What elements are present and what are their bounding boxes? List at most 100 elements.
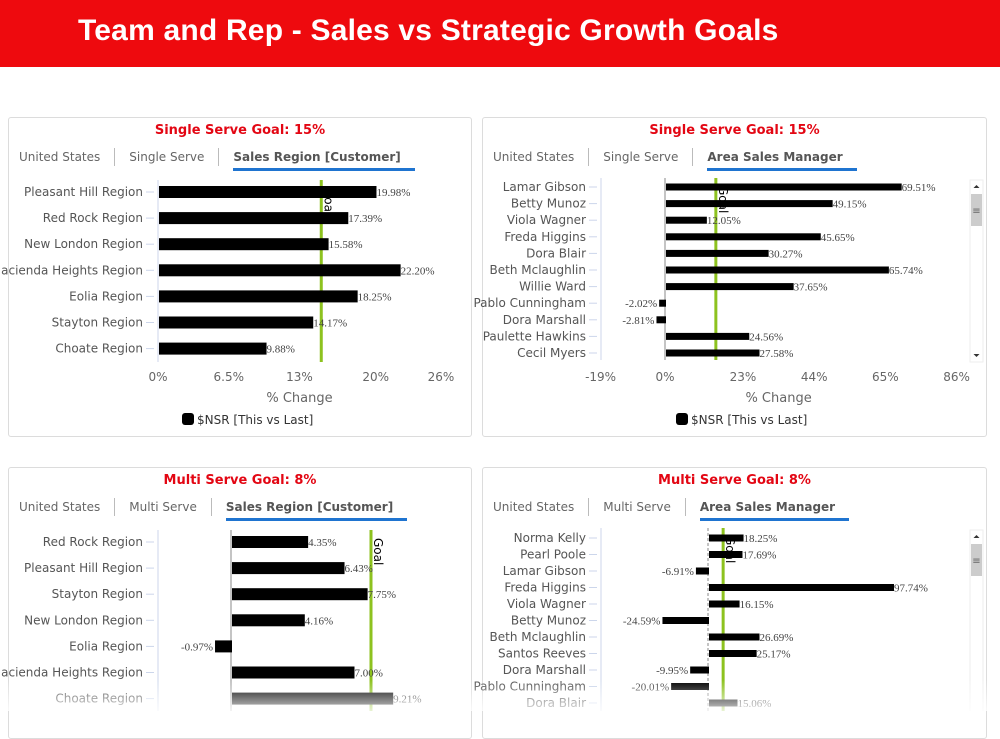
goal-label: Goal	[371, 538, 385, 565]
data-label: 24.56%	[749, 331, 783, 343]
bar	[232, 562, 345, 575]
x-tick-label: 44%	[801, 370, 828, 384]
bar	[709, 650, 757, 657]
category-label: Lamar Gibson	[503, 180, 586, 194]
x-tick-label: 65%	[872, 370, 899, 384]
scroll-grip-icon: ≡	[972, 556, 980, 567]
data-label: 19.98%	[376, 187, 410, 199]
category-label: Norma Kelly	[514, 531, 586, 545]
data-label: 65.74%	[889, 265, 923, 277]
bar	[159, 212, 349, 225]
scrollbar-thumb[interactable]	[971, 194, 982, 226]
category-label: Choate Region	[55, 692, 143, 706]
category-label: Choate Region	[55, 342, 143, 356]
data-label: 12.05%	[707, 215, 741, 227]
tab-multi-serve[interactable]: Multi Serve	[115, 498, 212, 516]
x-tick-label: 86%	[943, 370, 970, 384]
category-label: Eolia Region	[69, 289, 143, 303]
breadcrumb: United States Multi Serve Area Sales Man…	[493, 496, 850, 521]
tab-area-sales-manager[interactable]: Area Sales Manager	[693, 148, 857, 171]
bar	[232, 614, 305, 627]
x-tick-label: 26%	[428, 370, 455, 384]
category-label: Freda Higgins	[504, 230, 586, 244]
scroll-up-icon[interactable]	[973, 535, 980, 538]
bar	[659, 299, 666, 307]
bar	[159, 316, 314, 329]
panel-single-serve-region: Single Serve Goal: 15% United States Sin…	[8, 117, 472, 437]
category-label: Cecil Myers	[517, 346, 586, 360]
bar	[232, 692, 394, 705]
tab-united-states[interactable]: United States	[19, 498, 116, 516]
bar	[232, 588, 368, 601]
breadcrumb: United States Single Serve Sales Region …	[19, 146, 416, 171]
data-label: 27.58%	[760, 348, 794, 360]
bar	[656, 316, 666, 324]
tab-area-sales-manager[interactable]: Area Sales Manager	[686, 498, 850, 521]
tab-single-serve[interactable]: Single Serve	[115, 148, 220, 166]
data-label: -2.02%	[625, 298, 657, 310]
tab-multi-serve[interactable]: Multi Serve	[589, 498, 686, 516]
data-label: 15.06%	[738, 698, 772, 710]
tab-united-states[interactable]: United States	[493, 498, 590, 516]
category-label: Dora Marshall	[503, 663, 586, 677]
bar	[232, 536, 309, 548]
tab-single-serve[interactable]: Single Serve	[589, 148, 694, 166]
scrollbar-thumb[interactable]	[971, 544, 982, 576]
tab-sales-region[interactable]: Sales Region [Customer]	[212, 498, 408, 521]
tab-united-states[interactable]: United States	[493, 148, 590, 166]
tab-united-states[interactable]: United States	[19, 148, 116, 166]
panel-title: Single Serve Goal: 15%	[154, 123, 326, 138]
bar	[666, 332, 750, 340]
data-label: -20.01%	[632, 682, 670, 694]
category-label: Pearl Poole	[520, 548, 586, 562]
x-tick-label: 6.5%	[214, 370, 245, 384]
category-label: Pablo Cunningham	[473, 296, 586, 310]
page-header: Team and Rep - Sales vs Strategic Growth…	[0, 0, 1000, 67]
data-label: 18.25%	[744, 533, 778, 545]
data-label: 45.65%	[821, 232, 855, 244]
category-label: Dora Blair	[526, 696, 586, 710]
category-label: New London Region	[24, 237, 143, 251]
category-label: Pleasant Hill Region	[24, 185, 143, 199]
bar	[709, 551, 743, 558]
category-label: Betty Munoz	[511, 197, 586, 211]
data-label: -2.81%	[622, 315, 654, 327]
bar	[215, 640, 232, 653]
data-label: 37.65%	[794, 282, 828, 294]
x-tick-label: 13%	[286, 370, 313, 384]
bar	[666, 349, 760, 357]
legend-swatch	[182, 413, 194, 425]
bar	[159, 342, 267, 355]
data-label: 15.58%	[329, 239, 363, 251]
category-label: Dora Blair	[526, 246, 586, 260]
data-label: 9.21%	[393, 694, 421, 706]
bar	[159, 264, 401, 277]
data-label: 6.43%	[345, 563, 373, 575]
bar	[666, 249, 769, 257]
scroll-down-icon[interactable]	[973, 354, 980, 357]
scroll-up-icon[interactable]	[973, 185, 980, 188]
data-label: 14.17%	[313, 318, 347, 330]
bar	[690, 666, 709, 674]
x-tick-label: 0%	[655, 370, 674, 384]
legend-swatch	[676, 413, 688, 425]
data-label: 30.27%	[769, 248, 803, 260]
bar	[709, 534, 744, 542]
category-label: Stayton Region	[52, 316, 143, 330]
breadcrumb: United States Multi Serve Sales Region […	[19, 496, 408, 521]
bar	[671, 683, 709, 690]
x-axis-title: % Change	[266, 391, 332, 406]
bar	[666, 183, 902, 191]
category-label: Eolia Region	[69, 639, 143, 653]
category-label: Viola Wagner	[507, 597, 586, 611]
category-label: Dora Marshall	[503, 313, 586, 327]
bar	[666, 266, 889, 274]
bar	[159, 238, 329, 251]
data-label: 17.69%	[742, 550, 776, 562]
tab-sales-region[interactable]: Sales Region [Customer]	[219, 148, 416, 171]
data-label: -6.91%	[662, 566, 694, 578]
category-label: Stayton Region	[52, 587, 143, 601]
data-label: 16.15%	[740, 599, 774, 611]
category-label: Red Rock Region	[43, 211, 143, 225]
charts-layer: Goal Pleasant Hill Region 19.98% Red Rock R…	[0, 178, 984, 711]
